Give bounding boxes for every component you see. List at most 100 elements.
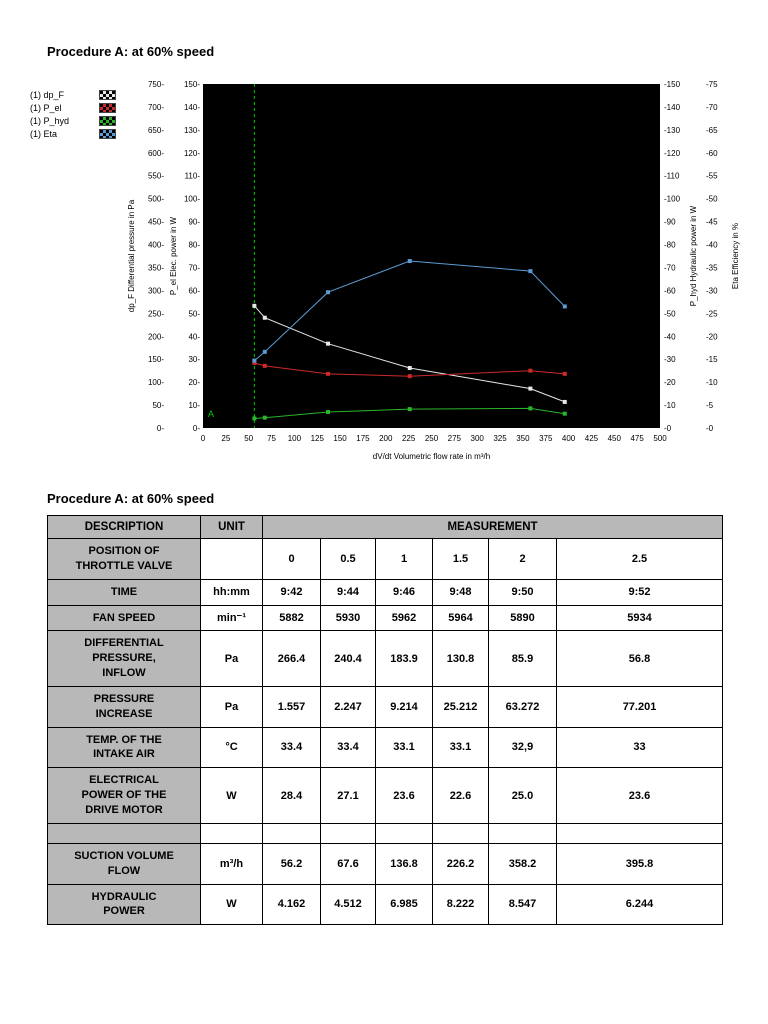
measurement-chart: 0-50-100-150-200-250-300-350-400-450-500…	[127, 80, 740, 461]
data-point-p_hyd	[562, 411, 567, 416]
row-unit: °C	[200, 726, 263, 769]
table-title: Procedure A: at 60% speed	[47, 491, 215, 506]
data-point-p_el	[528, 368, 533, 373]
legend-item-eta: (1) Eta	[30, 127, 116, 140]
measurement-value	[488, 822, 557, 844]
axis-text: -130	[664, 126, 681, 135]
data-point-p_el	[407, 374, 412, 379]
legend-item-dp_f: (1) dp_F	[30, 88, 116, 101]
axis-text: -55	[706, 172, 718, 181]
table-row: TIME hh:mm 9:42 9:44 9:46 9:48 9:50 9:52	[47, 578, 724, 606]
data-point-p_el	[262, 363, 267, 368]
data-point-eta	[326, 290, 331, 295]
axis-text: 150-	[148, 355, 164, 364]
data-point-p_el	[326, 371, 331, 376]
axis-text: 175	[356, 434, 370, 443]
data-point-eta	[252, 358, 257, 363]
axis-text: 750-	[148, 80, 164, 89]
axis-text: 25	[221, 434, 230, 443]
axis-text: 100-	[184, 195, 200, 204]
legend-label: (1) P_el	[30, 102, 62, 113]
axis-text: -40	[664, 332, 676, 341]
legend-item-p_hyd: (1) P_hyd	[30, 114, 116, 127]
axis-text: 300	[471, 434, 485, 443]
axis-text: 475	[630, 434, 644, 443]
data-point-eta	[562, 304, 567, 309]
axis-text: 250	[425, 434, 439, 443]
row-description: PRESSURE INCREASE	[47, 685, 201, 728]
axis-text: 550-	[148, 172, 164, 181]
axis-text: 50-	[188, 309, 200, 318]
axis-text: 325	[493, 434, 507, 443]
legend-label: (1) P_hyd	[30, 115, 70, 126]
measurement-value: 63.272	[488, 685, 557, 728]
axis-text: -45	[706, 218, 718, 227]
measurement-value: 28.4	[262, 767, 321, 824]
measurement-value: 77.201	[555, 685, 724, 728]
axis-text: Eta Efficiency in %	[731, 223, 740, 289]
axis-text: 90-	[188, 218, 200, 227]
table-row: POSITION OF THROTTLE VALVE 0 0.5 1 1.5 2 2.5	[47, 538, 724, 580]
axis-text: -20	[664, 378, 676, 387]
axis-text: 275	[448, 434, 462, 443]
data-point-p_el	[562, 371, 567, 376]
axis-text: -50	[664, 309, 676, 318]
axis-text: 600-	[148, 149, 164, 158]
measurement-value: 395.8	[555, 842, 724, 885]
axis-text: 10-	[188, 401, 200, 410]
measurement-value: 1.557	[262, 685, 321, 728]
axis-text: 75	[267, 434, 276, 443]
plot-background	[203, 84, 660, 428]
axis-text: P_el Elec. power in W	[169, 216, 178, 295]
axis-text: -0	[664, 424, 672, 433]
axis-text: 100-	[148, 378, 164, 387]
axis-text: -20	[706, 332, 718, 341]
data-point-p_hyd	[262, 415, 267, 420]
axis-text: -0	[706, 424, 714, 433]
measurement-value: 9:44	[320, 578, 376, 606]
measurement-value: 67.6	[320, 842, 376, 885]
axis-text: 450-	[148, 218, 164, 227]
measurement-value: 2.5	[555, 538, 724, 580]
measurement-value: 266.4	[262, 630, 321, 687]
col-header-description: DESCRIPTION	[47, 515, 201, 539]
measurement-value: 5964	[432, 604, 489, 632]
measurement-value: 9:50	[488, 578, 557, 606]
measurement-value: 358.2	[488, 842, 557, 885]
table-row: SUCTION VOLUME FLOW m³/h 56.2 67.6 136.8 226.…	[47, 842, 724, 885]
legend-label: (1) dp_F	[30, 89, 65, 100]
measurement-value: 23.6	[375, 767, 433, 824]
axis-text: -70	[706, 103, 718, 112]
axis-text: 70-	[188, 263, 200, 272]
measurement-value: 85.9	[488, 630, 557, 687]
data-point-p_hyd	[326, 409, 331, 414]
axis-text: -30	[664, 355, 676, 364]
axis-text: 60-	[188, 286, 200, 295]
axis-text: dV/dt Volumetric flow rate in m³/h	[373, 452, 490, 461]
measurement-value: 9:48	[432, 578, 489, 606]
row-description: ELECTRICAL POWER OF THE DRIVE MOTOR	[47, 767, 201, 824]
table-row	[47, 822, 724, 844]
data-point-p_hyd	[252, 416, 257, 421]
axis-text: 350	[516, 434, 530, 443]
measurement-value: 9:52	[555, 578, 724, 606]
chart-annotation: A	[208, 409, 214, 419]
axis-text: 100	[288, 434, 302, 443]
data-point-eta	[528, 269, 533, 274]
row-unit: hh:mm	[200, 578, 263, 606]
data-point-dp_f	[528, 386, 533, 391]
axis-text: P_hyd Hydraulic power in W	[689, 205, 698, 306]
measurement-value: 8.222	[432, 883, 489, 926]
axis-text: -70	[664, 263, 676, 272]
axis-text: -80	[664, 241, 676, 250]
table-header-row: DESCRIPTION UNIT MEASUREMENT	[47, 515, 724, 539]
row-description	[47, 822, 201, 844]
data-point-p_hyd	[407, 407, 412, 412]
measurement-value: 5930	[320, 604, 376, 632]
measurement-value	[432, 822, 489, 844]
table-row: PRESSURE INCREASE Pa 1.557 2.247 9.214 25.212…	[47, 685, 724, 728]
row-description: FAN SPEED	[47, 604, 201, 632]
measurement-value: 33.1	[375, 726, 433, 769]
measurement-value: 25.0	[488, 767, 557, 824]
